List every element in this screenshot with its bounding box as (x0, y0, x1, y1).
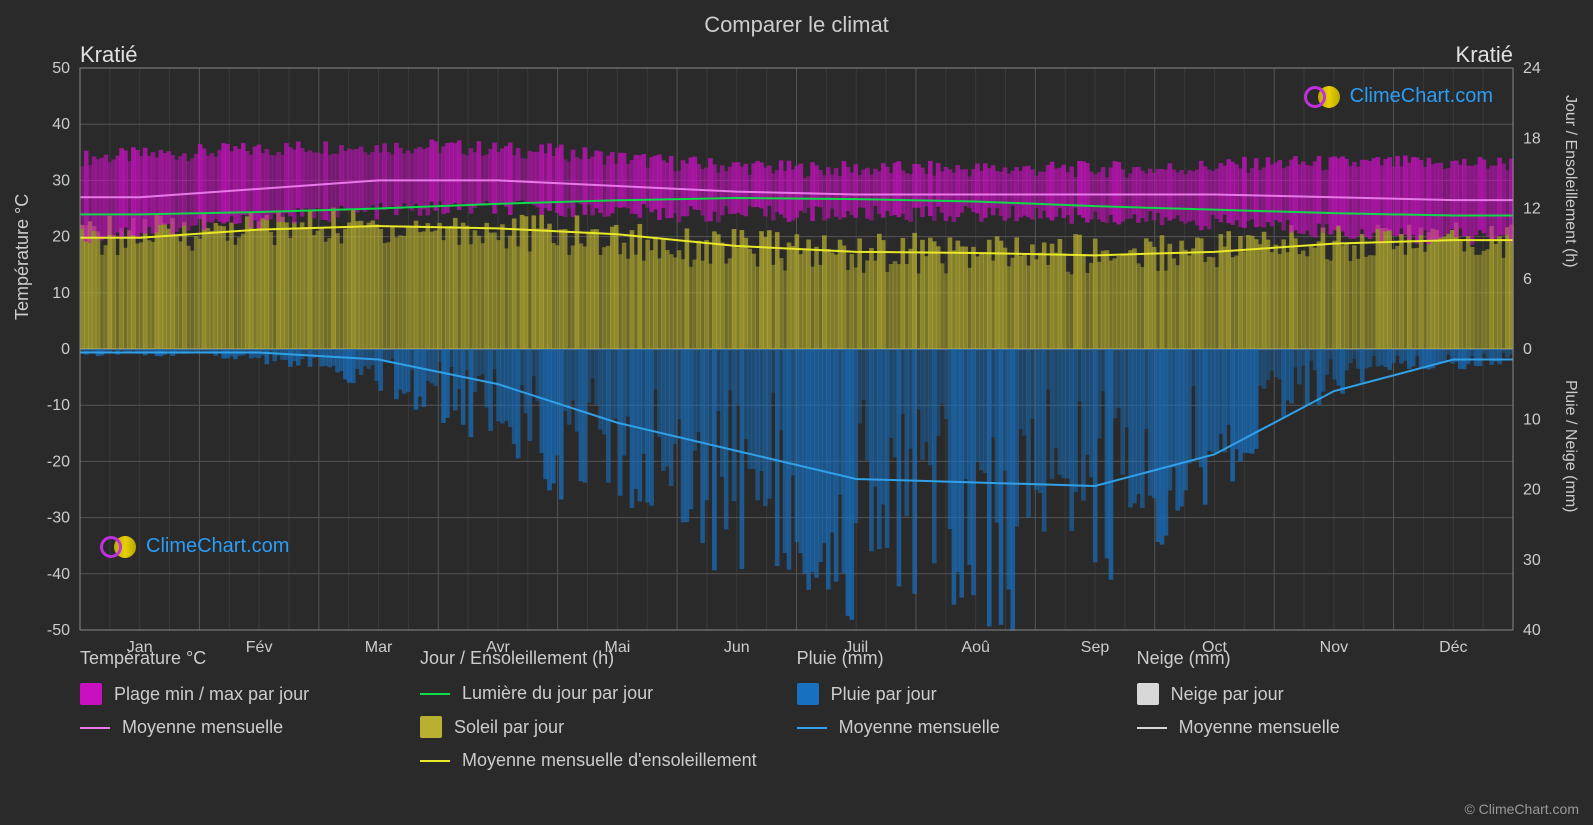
legend-swatch-icon (420, 716, 442, 738)
legend-item-label: Neige par jour (1171, 684, 1284, 705)
legend-group-title: Jour / Ensoleillement (h) (420, 648, 757, 669)
legend-item: Moyenne mensuelle (797, 717, 1097, 738)
svg-text:10: 10 (1523, 411, 1541, 428)
brand-logo-top: ClimeChart.com (1304, 85, 1493, 108)
legend-item: Soleil par jour (420, 716, 757, 738)
legend-group: Pluie (mm) Pluie par jour Moyenne mensuell… (797, 648, 1097, 771)
svg-text:-10: -10 (47, 397, 70, 414)
legend-group: Température °C Plage min / max par jour Mo… (80, 648, 380, 771)
legend-item: Moyenne mensuelle d'ensoleillement (420, 750, 757, 771)
legend-item-label: Moyenne mensuelle (839, 717, 1000, 738)
legend-item: Neige par jour (1137, 683, 1437, 705)
svg-text:-40: -40 (47, 566, 70, 583)
legend-item: Lumière du jour par jour (420, 683, 757, 704)
svg-text:6: 6 (1523, 271, 1532, 288)
legend: Température °C Plage min / max par jour Mo… (80, 648, 1553, 771)
svg-text:20: 20 (1523, 482, 1541, 499)
legend-item-label: Moyenne mensuelle d'ensoleillement (462, 750, 757, 771)
legend-group: Neige (mm) Neige par jour Moyenne mensuell… (1137, 648, 1437, 771)
legend-group-title: Pluie (mm) (797, 648, 1097, 669)
svg-text:24: 24 (1523, 60, 1541, 77)
legend-group-title: Neige (mm) (1137, 648, 1437, 669)
svg-text:40: 40 (52, 116, 70, 133)
legend-item-label: Moyenne mensuelle (122, 717, 283, 738)
legend-item-label: Moyenne mensuelle (1179, 717, 1340, 738)
svg-text:50: 50 (52, 60, 70, 77)
legend-line-icon (420, 760, 450, 762)
legend-swatch-icon (80, 683, 102, 705)
legend-group: Jour / Ensoleillement (h) Lumière du jour… (420, 648, 757, 771)
brand-icon (1304, 86, 1342, 108)
svg-text:40: 40 (1523, 622, 1541, 639)
legend-swatch-icon (1137, 683, 1159, 705)
legend-line-icon (80, 727, 110, 729)
legend-item-label: Lumière du jour par jour (462, 683, 653, 704)
legend-item: Plage min / max par jour (80, 683, 380, 705)
svg-text:12: 12 (1523, 201, 1541, 218)
legend-item: Moyenne mensuelle (1137, 717, 1437, 738)
svg-text:30: 30 (52, 172, 70, 189)
svg-text:10: 10 (52, 285, 70, 302)
svg-text:0: 0 (1523, 341, 1532, 358)
legend-swatch-icon (797, 683, 819, 705)
svg-text:-20: -20 (47, 453, 70, 470)
legend-item: Pluie par jour (797, 683, 1097, 705)
brand-name: ClimeChart.com (146, 535, 289, 558)
svg-text:-30: -30 (47, 510, 70, 527)
copyright: © ClimeChart.com (1464, 801, 1579, 817)
legend-item-label: Soleil par jour (454, 717, 564, 738)
legend-item-label: Plage min / max par jour (114, 684, 309, 705)
svg-text:-50: -50 (47, 622, 70, 639)
brand-name: ClimeChart.com (1350, 85, 1493, 108)
legend-group-title: Température °C (80, 648, 380, 669)
svg-text:18: 18 (1523, 130, 1541, 147)
legend-item-label: Pluie par jour (831, 684, 937, 705)
legend-item: Moyenne mensuelle (80, 717, 380, 738)
brand-icon (100, 536, 138, 558)
svg-text:30: 30 (1523, 552, 1541, 569)
svg-text:20: 20 (52, 229, 70, 246)
legend-line-icon (420, 693, 450, 695)
legend-line-icon (1137, 727, 1167, 729)
brand-logo-bottom: ClimeChart.com (100, 535, 289, 558)
svg-text:0: 0 (61, 341, 70, 358)
legend-line-icon (797, 727, 827, 729)
